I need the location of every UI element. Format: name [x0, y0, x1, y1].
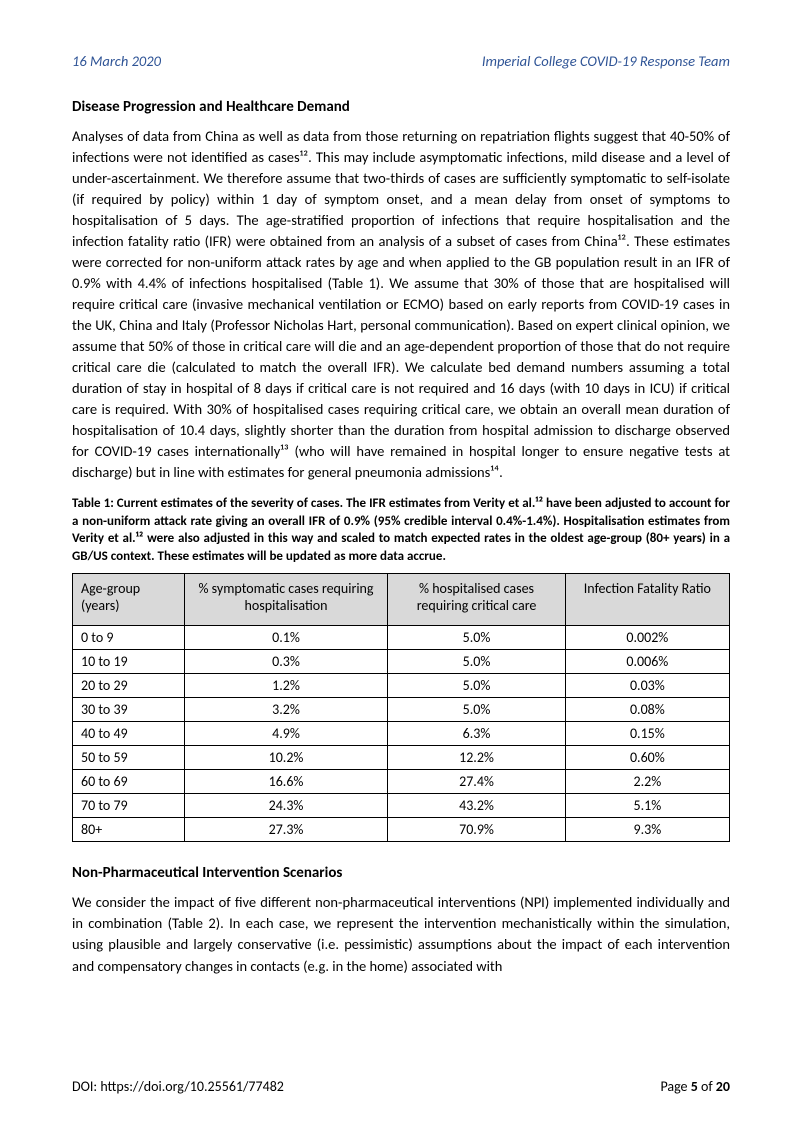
- table-cell: 9.3%: [565, 818, 729, 842]
- table-cell: 0 to 9: [73, 626, 185, 650]
- table-row: 40 to 494.9%6.3%0.15%: [73, 722, 730, 746]
- table-row: 20 to 291.2%5.0%0.03%: [73, 674, 730, 698]
- table1-col1: % symptomatic cases requiring hospitalis…: [184, 574, 388, 626]
- table-cell: 1.2%: [184, 674, 388, 698]
- table-row: 80+27.3%70.9%9.3%: [73, 818, 730, 842]
- table1-caption: Table 1: Current estimates of the severi…: [72, 495, 730, 565]
- section2-paragraph: We consider the impact of five different…: [72, 892, 730, 976]
- table-row: 50 to 5910.2%12.2%0.60%: [73, 746, 730, 770]
- table-row: 60 to 6916.6%27.4%2.2%: [73, 770, 730, 794]
- table-cell: 2.2%: [565, 770, 729, 794]
- header-team: Imperial College COVID-19 Response Team: [482, 52, 730, 70]
- table-cell: 5.1%: [565, 794, 729, 818]
- table-cell: 0.1%: [184, 626, 388, 650]
- table1-severity: Age-group (years) % symptomatic cases re…: [72, 573, 730, 842]
- table1-col3: Infection Fatality Ratio: [565, 574, 729, 626]
- table-cell: 27.4%: [388, 770, 565, 794]
- table-cell: 20 to 29: [73, 674, 185, 698]
- table-cell: 30 to 39: [73, 698, 185, 722]
- table-cell: 5.0%: [388, 626, 565, 650]
- section-heading-disease: Disease Progression and Healthcare Deman…: [72, 98, 730, 116]
- table-cell: 5.0%: [388, 698, 565, 722]
- table-cell: 0.60%: [565, 746, 729, 770]
- table1-col2: % hospitalised cases requiring critical …: [388, 574, 565, 626]
- table-cell: 6.3%: [388, 722, 565, 746]
- table-cell: 0.03%: [565, 674, 729, 698]
- table-cell: 0.15%: [565, 722, 729, 746]
- page-header: 16 March 2020 Imperial College COVID-19 …: [72, 52, 730, 70]
- table-cell: 4.9%: [184, 722, 388, 746]
- page-footer: DOI: https://doi.org/10.25561/77482 Page…: [72, 1078, 730, 1095]
- table-row: 30 to 393.2%5.0%0.08%: [73, 698, 730, 722]
- table-cell: 10.2%: [184, 746, 388, 770]
- table-cell: 0.006%: [565, 650, 729, 674]
- footer-doi: DOI: https://doi.org/10.25561/77482: [72, 1078, 284, 1095]
- table-cell: 10 to 19: [73, 650, 185, 674]
- section-heading-npi: Non-Pharmaceutical Intervention Scenario…: [72, 864, 730, 882]
- section1-paragraph: Analyses of data from China as well as d…: [72, 126, 730, 483]
- table-cell: 12.2%: [388, 746, 565, 770]
- table-cell: 27.3%: [184, 818, 388, 842]
- table-cell: 0.002%: [565, 626, 729, 650]
- table-cell: 16.6%: [184, 770, 388, 794]
- table-cell: 70 to 79: [73, 794, 185, 818]
- table-cell: 5.0%: [388, 650, 565, 674]
- table-cell: 43.2%: [388, 794, 565, 818]
- table-row: 0 to 90.1%5.0%0.002%: [73, 626, 730, 650]
- table-cell: 60 to 69: [73, 770, 185, 794]
- table1-col0: Age-group (years): [73, 574, 185, 626]
- table-cell: 5.0%: [388, 674, 565, 698]
- header-date: 16 March 2020: [72, 52, 161, 70]
- table-cell: 0.3%: [184, 650, 388, 674]
- table-cell: 40 to 49: [73, 722, 185, 746]
- table-cell: 80+: [73, 818, 185, 842]
- table-row: 70 to 7924.3%43.2%5.1%: [73, 794, 730, 818]
- table-cell: 3.2%: [184, 698, 388, 722]
- table-cell: 24.3%: [184, 794, 388, 818]
- table-cell: 70.9%: [388, 818, 565, 842]
- table-cell: 50 to 59: [73, 746, 185, 770]
- footer-page: Page 5 of 20: [660, 1078, 730, 1095]
- table-row: 10 to 190.3%5.0%0.006%: [73, 650, 730, 674]
- table-cell: 0.08%: [565, 698, 729, 722]
- table1-header-row: Age-group (years) % symptomatic cases re…: [73, 574, 730, 626]
